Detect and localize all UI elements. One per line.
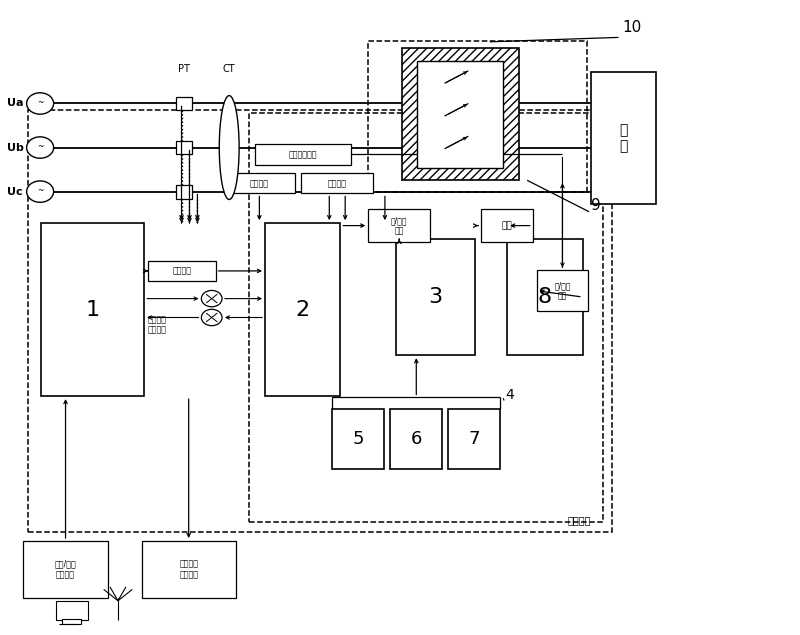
Text: 真空开关
状态信息: 真空开关 状态信息 xyxy=(147,316,166,335)
Circle shape xyxy=(26,93,54,114)
Text: 驱动: 驱动 xyxy=(502,221,512,230)
Text: Ub: Ub xyxy=(6,142,24,152)
Text: ~: ~ xyxy=(37,98,43,107)
Text: 远动/就地
操作指令: 远动/就地 操作指令 xyxy=(54,559,77,579)
Text: 1: 1 xyxy=(86,300,100,319)
Text: ~: ~ xyxy=(37,142,43,151)
Text: 负
载: 负 载 xyxy=(619,123,627,153)
Bar xyxy=(148,261,216,281)
Bar xyxy=(333,409,384,469)
Text: 操作指令: 操作指令 xyxy=(173,267,191,276)
Text: Uc: Uc xyxy=(6,187,22,197)
Bar xyxy=(396,239,475,355)
Text: 10: 10 xyxy=(622,20,642,36)
Text: 3: 3 xyxy=(429,287,443,307)
Bar xyxy=(481,210,533,242)
Bar xyxy=(62,619,82,624)
Text: 4: 4 xyxy=(506,388,514,402)
Bar xyxy=(56,601,88,620)
Bar xyxy=(507,239,582,355)
Circle shape xyxy=(202,290,222,307)
Text: 6: 6 xyxy=(410,430,422,448)
Bar xyxy=(28,110,612,531)
Text: 分/合闸
信号: 分/合闸 信号 xyxy=(391,216,407,236)
Text: 环境温度: 环境温度 xyxy=(250,179,269,188)
Bar xyxy=(368,210,430,242)
Bar xyxy=(302,173,373,194)
Bar xyxy=(402,48,519,180)
Circle shape xyxy=(202,309,222,326)
Bar xyxy=(265,223,341,396)
Bar xyxy=(176,97,192,110)
Circle shape xyxy=(26,137,54,158)
Bar xyxy=(176,185,192,199)
Bar xyxy=(22,541,109,598)
Bar xyxy=(255,144,350,165)
Text: PT: PT xyxy=(178,64,190,74)
Bar xyxy=(449,409,500,469)
Ellipse shape xyxy=(219,96,239,199)
Bar xyxy=(368,41,586,192)
Text: 2: 2 xyxy=(296,300,310,319)
Bar xyxy=(142,541,235,598)
Bar xyxy=(390,409,442,469)
Text: 真空开关
状态信息: 真空开关 状态信息 xyxy=(179,559,198,579)
Text: CT: CT xyxy=(223,64,235,74)
Text: 开关位置状态: 开关位置状态 xyxy=(289,150,318,159)
Bar xyxy=(590,72,656,204)
Text: 7: 7 xyxy=(469,430,480,448)
Bar xyxy=(176,140,192,154)
Text: 真空开关: 真空开关 xyxy=(567,515,590,525)
Bar xyxy=(418,61,503,168)
Text: Ua: Ua xyxy=(6,98,23,109)
Text: 控制电压: 控制电压 xyxy=(328,179,346,188)
Text: 分/合闸
触动: 分/合闸 触动 xyxy=(554,281,570,300)
Bar xyxy=(224,173,295,194)
Bar xyxy=(41,223,144,396)
Bar xyxy=(249,113,602,522)
Circle shape xyxy=(26,181,54,203)
Text: 8: 8 xyxy=(538,287,552,307)
Bar xyxy=(537,271,588,311)
Text: 5: 5 xyxy=(353,430,364,448)
Text: ~: ~ xyxy=(37,187,43,196)
Text: 9: 9 xyxy=(590,198,601,213)
